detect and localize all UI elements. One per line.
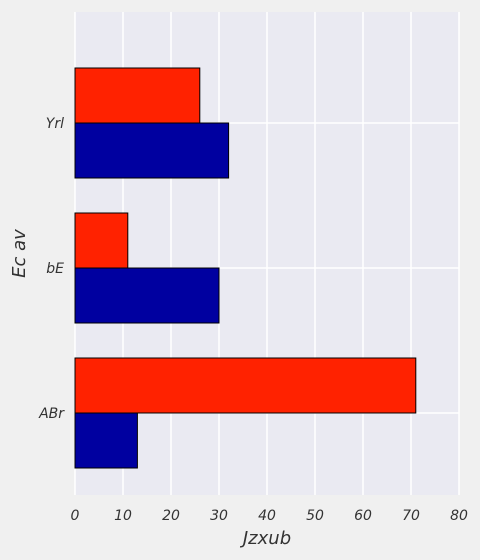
bar-series1-bE xyxy=(74,267,220,324)
y-tick-label: Yrl xyxy=(46,116,64,132)
y-tick-label: ABr xyxy=(38,406,65,422)
x-tick-labels: 0 10 20 30 40 50 60 70 80 xyxy=(71,508,468,524)
bar-series2-ABr xyxy=(74,357,417,414)
x-tick-label: 50 xyxy=(306,508,324,524)
x-axis-label: Jzxub xyxy=(240,528,291,549)
bar-series2-bE xyxy=(74,212,129,269)
y-tick-labels: ABr bE Yrl xyxy=(38,116,65,422)
x-tick-label: 40 xyxy=(258,508,276,524)
y-axis-label: Ec av xyxy=(9,229,30,278)
bar-series2-Yrl xyxy=(74,67,201,124)
x-tick-label: 10 xyxy=(114,508,132,524)
x-tick-label: 80 xyxy=(450,508,468,524)
bars xyxy=(74,67,417,469)
bar-series1-Yrl xyxy=(74,122,230,179)
x-tick-label: 60 xyxy=(354,508,372,524)
x-tick-label: 20 xyxy=(162,508,180,524)
x-tick-label: 30 xyxy=(210,508,228,524)
bar-series1-ABr xyxy=(74,412,138,469)
x-tick-label: 0 xyxy=(71,508,80,524)
x-tick-label: 70 xyxy=(402,508,420,524)
y-tick-label: bE xyxy=(46,261,64,277)
